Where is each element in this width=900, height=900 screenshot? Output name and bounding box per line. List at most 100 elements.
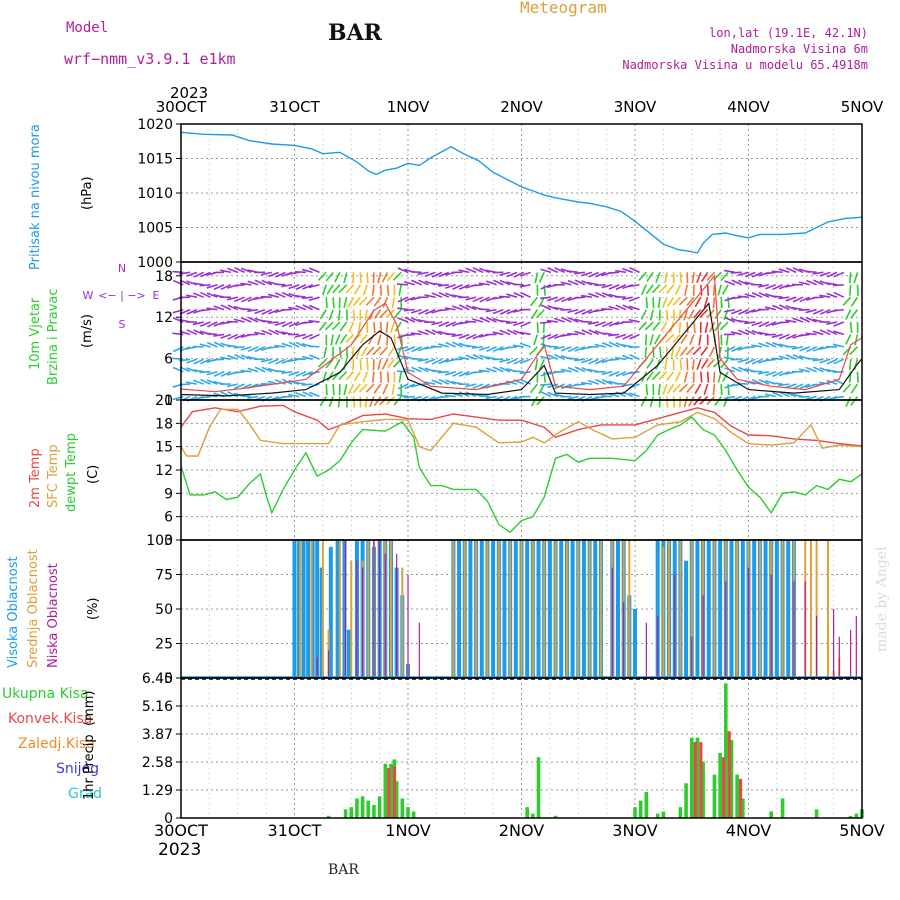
wind-barb [288,306,300,311]
wind-barb [451,321,463,327]
precip-total-bar [536,757,541,818]
x-tick-label-top: 3NOV [614,98,657,116]
wind-barb [445,341,456,348]
wind-barb [581,366,593,373]
wind-barb [234,266,245,274]
wind-barb [694,296,702,308]
x-tick-label-bottom: 2NOV [499,821,544,840]
y-tick-label: 18 [155,416,173,432]
wind-barb [806,317,817,323]
sfc-temp-series-line [180,408,863,457]
wind-barb [382,383,389,395]
high-cloud-bar [655,540,660,678]
wind-barb [806,366,817,373]
wind-barb [805,395,817,401]
wind-barb [485,367,497,373]
wind-barb [601,342,613,348]
wind-barb [554,296,565,303]
wind-barb [744,329,756,336]
wind-barb [325,384,328,396]
wind-barb [601,321,613,328]
wind-barb [560,346,572,352]
wind-barb [712,358,722,368]
high-cloud-bar [718,540,723,678]
wind-barb [608,321,620,327]
mid-cloud-bar [662,546,665,678]
wind-barb [771,333,783,339]
wind-barb [680,346,688,357]
wind-barb [706,371,710,383]
wind-barb [520,321,531,328]
mid-cloud-bar [781,540,784,678]
y-tick-label: 21 [155,393,173,409]
low-cloud-bar [379,540,381,678]
wind-barb [393,334,396,346]
wind-barb [595,291,606,298]
wind-barb [318,321,327,332]
wind-barb [295,391,307,398]
wind-barb [666,284,675,294]
wind-barb [608,370,620,377]
wind-barb [301,296,313,299]
mid-cloud-bar [509,540,512,678]
wind-barb [324,321,334,331]
wind-barb [391,383,396,396]
wind-barb [778,333,790,340]
y-tick-label: 6.45 [142,671,173,687]
wind-barb [594,321,606,327]
wind-barb [431,329,443,336]
low-cloud-bar [362,567,364,678]
wind-barb [295,304,307,311]
low-cloud-bar [344,540,347,678]
wind-barb [179,366,191,373]
wind-barb [764,306,776,311]
wind-barb [492,308,504,315]
wind-barb [792,267,804,274]
wind-barb [608,358,620,362]
wind-barb [206,307,218,311]
wind-barb [744,293,756,298]
wind-barb [655,272,661,283]
wind-barb [267,346,279,349]
wind-barb [772,284,783,291]
mid-cloud-bar [463,540,466,678]
high-cloud-bar [593,540,598,678]
wind-barb [813,279,824,286]
wind-barb [519,283,531,288]
wind-barb [849,346,859,356]
wind-barb [533,334,539,346]
wind-barb [785,319,797,323]
wind-barb [397,354,409,361]
x-tick-label-bottom: 4NOV [726,821,771,840]
wind-barb [417,358,429,362]
wind-barb [410,308,422,314]
wind-barb [536,309,545,319]
high-cloud-bar [292,540,297,678]
wind-barb [547,296,559,302]
wind-barb [371,284,375,296]
wind-barb [438,271,450,278]
wind-barb [691,272,695,284]
wind-barb [675,346,682,358]
wind-barb [547,333,559,340]
wind-barb [332,384,335,396]
low-cloud-bar [838,636,840,678]
wind-barb [193,292,204,298]
wind-barb [373,383,382,394]
y-tick-label: 1010 [137,186,173,202]
wind-barb [703,296,709,308]
wind-barb [186,271,198,277]
wind-barb [581,280,593,286]
wind-barb [353,284,362,295]
wind-barb [601,292,613,298]
mid-cloud-bar [599,540,602,678]
wind-barb [309,267,320,274]
y-tick-label: 9 [164,486,173,502]
wind-barb [247,296,259,302]
wind-barb [751,344,763,348]
wind-barb [227,267,239,274]
wind-barb [200,321,211,327]
wind-barb [438,343,450,348]
wind-barb [765,370,777,377]
wind-barb [411,279,422,286]
